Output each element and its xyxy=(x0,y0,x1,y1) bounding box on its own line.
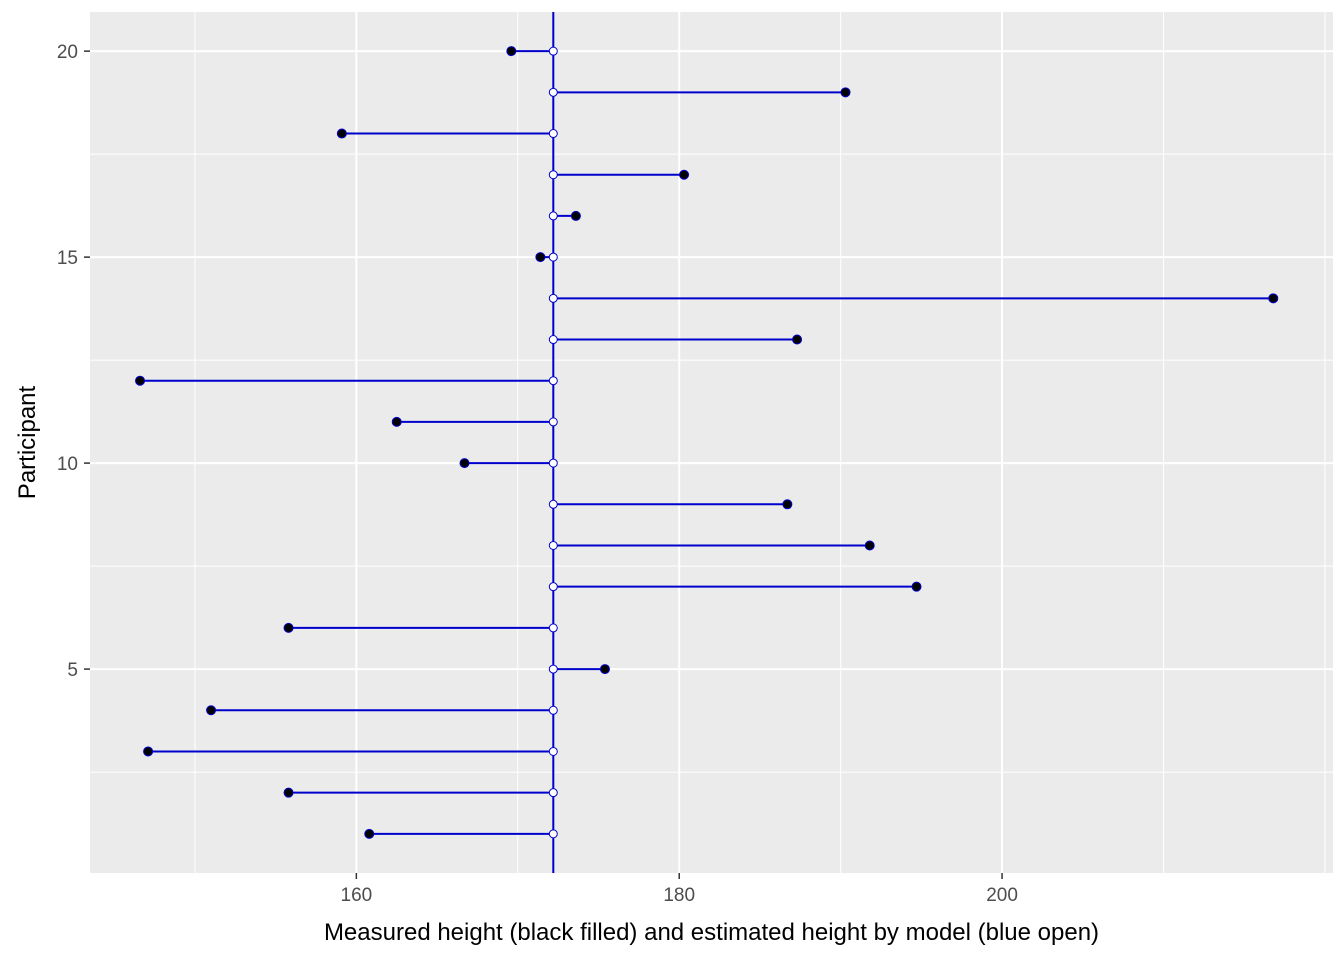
estimate-point xyxy=(548,335,558,345)
estimate-point xyxy=(548,664,558,674)
measured-point xyxy=(679,169,690,180)
measured-point xyxy=(143,746,154,757)
measured-point xyxy=(1268,293,1279,304)
estimate-point xyxy=(548,623,558,633)
measured-point xyxy=(506,46,517,57)
measured-point xyxy=(336,128,347,139)
y-tick-label: 10 xyxy=(57,454,78,475)
y-tick-label: 15 xyxy=(57,248,78,269)
y-tick-label: 20 xyxy=(57,42,78,63)
measured-point xyxy=(792,334,803,345)
x-axis-title: Measured height (black filled) and estim… xyxy=(324,919,1099,946)
measured-point xyxy=(459,458,470,469)
estimate-point xyxy=(548,376,558,386)
estimate-point xyxy=(548,746,558,756)
estimate-point xyxy=(548,582,558,592)
estimate-point xyxy=(548,129,558,139)
estimate-point xyxy=(548,170,558,180)
estimate-point xyxy=(548,417,558,427)
measured-point xyxy=(135,375,146,386)
y-tick-label: 5 xyxy=(67,660,78,681)
measured-point xyxy=(599,664,610,675)
estimate-point xyxy=(548,540,558,550)
measured-point xyxy=(206,705,217,716)
measured-point xyxy=(840,87,851,98)
estimate-point xyxy=(548,293,558,303)
measured-point xyxy=(283,622,294,633)
plot-panel xyxy=(90,12,1333,873)
measured-point xyxy=(782,499,793,510)
x-tick-label: 200 xyxy=(986,885,1018,906)
data-marks xyxy=(135,12,1279,873)
measured-point xyxy=(364,828,375,839)
estimate-point xyxy=(548,705,558,715)
measured-point xyxy=(391,416,402,427)
estimate-point xyxy=(548,829,558,839)
estimate-point xyxy=(548,46,558,56)
y-axis-title: Participant xyxy=(14,385,41,499)
estimate-point xyxy=(548,252,558,262)
measured-point xyxy=(911,581,922,592)
measured-point xyxy=(570,210,581,221)
grid-lines xyxy=(90,12,1333,873)
measured-point xyxy=(864,540,875,551)
axes: 160 180 200 5 10 15 20 xyxy=(57,42,1018,906)
estimate-point xyxy=(548,499,558,509)
estimate-point xyxy=(548,87,558,97)
estimate-point xyxy=(548,788,558,798)
estimate-point xyxy=(548,458,558,468)
measured-point xyxy=(283,787,294,798)
measured-point xyxy=(535,252,546,263)
x-tick-label: 160 xyxy=(341,885,373,906)
estimate-point xyxy=(548,211,558,221)
x-tick-label: 180 xyxy=(663,885,695,906)
